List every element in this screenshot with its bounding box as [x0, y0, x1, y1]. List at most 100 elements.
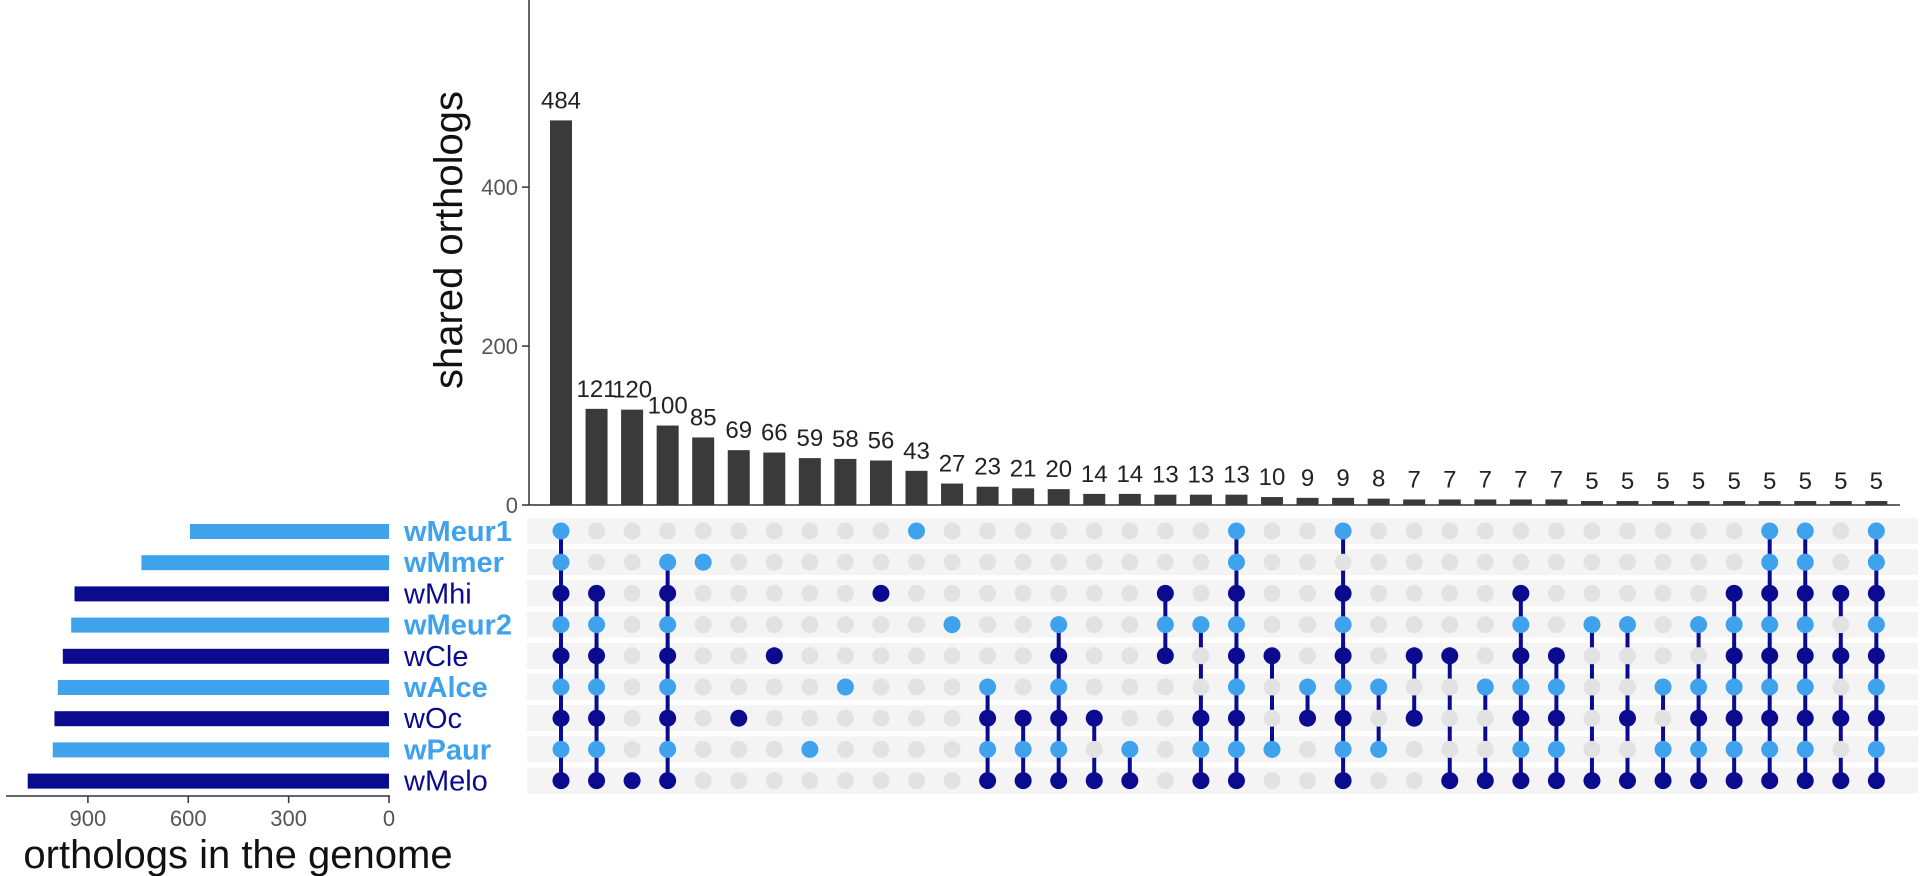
intersection-bar [585, 408, 608, 505]
matrix-dot-inactive [836, 709, 854, 727]
matrix-dot-active [1690, 709, 1708, 727]
matrix-dot-active [1334, 740, 1352, 758]
matrix-dot-inactive [1405, 616, 1423, 634]
matrix-dot-active [1299, 678, 1317, 696]
matrix-dot-active [1227, 584, 1245, 602]
matrix-dot-inactive [623, 740, 641, 758]
matrix-dot-active [1299, 709, 1317, 727]
intersection-value-label: 85 [690, 404, 717, 431]
matrix-dot-active [1405, 647, 1423, 665]
matrix-dot-active [623, 772, 641, 790]
matrix-dot-inactive [801, 647, 819, 665]
matrix-dot-inactive [1085, 522, 1103, 540]
matrix-dot-inactive [1014, 616, 1032, 634]
matrix-dot-inactive [730, 772, 748, 790]
matrix-dot-active [659, 740, 677, 758]
matrix-dot-active [1441, 772, 1459, 790]
matrix-dot-inactive [1263, 709, 1281, 727]
intersection-bar [1261, 497, 1283, 505]
matrix-dot-active [1192, 772, 1210, 790]
matrix-dot-inactive [623, 553, 641, 571]
matrix-dot-inactive [1583, 522, 1601, 540]
matrix-dot-active [1796, 678, 1814, 696]
intersection-value-label: 5 [1585, 468, 1598, 495]
matrix-dot-inactive [1050, 584, 1068, 602]
matrix-dot-active [1619, 709, 1636, 727]
set-size-bar-wOc [54, 711, 390, 727]
intersection-value-label: 5 [1692, 468, 1705, 495]
matrix-dot-active [943, 616, 961, 634]
matrix-dot-active [1263, 647, 1281, 665]
matrix-dot-inactive [1050, 522, 1068, 540]
matrix-dot-inactive [1583, 647, 1601, 665]
intersection-bar [1403, 499, 1426, 505]
matrix-dot-inactive [1085, 584, 1103, 602]
matrix-dot-active [1547, 740, 1565, 758]
intersection-value-label: 20 [1045, 456, 1072, 483]
intersection-value-label: 43 [903, 438, 930, 465]
matrix-dot-active [552, 616, 570, 634]
intersection-value-label: 13 [1188, 462, 1215, 489]
matrix-dot-active [979, 709, 997, 727]
intersection-bar [976, 486, 999, 505]
matrix-dot-active [552, 772, 570, 790]
matrix-dot-inactive [730, 740, 748, 758]
intersection-bar [1154, 494, 1177, 505]
intersection-bar [1758, 501, 1781, 505]
set-size-bar-wAlce [57, 680, 390, 695]
matrix-dot-inactive [1263, 584, 1281, 602]
matrix-dot-active [1547, 772, 1565, 790]
intersection-value-label: 69 [725, 417, 752, 444]
intersection-value-label: 58 [832, 426, 859, 453]
y-tick-label: 200 [481, 334, 518, 359]
matrix-dot-inactive [979, 522, 997, 540]
matrix-dot-inactive [1014, 678, 1032, 696]
matrix-row-band-wMelo [527, 767, 1918, 794]
set-size-axis: orthologs in the genome 900 600 300 0 [6, 795, 453, 876]
intersection-matrix [552, 522, 1885, 790]
matrix-dot-inactive [1370, 647, 1388, 665]
intersection-bar [1367, 498, 1390, 505]
matrix-dot-inactive [694, 772, 712, 790]
matrix-dot-inactive [1156, 678, 1174, 696]
intersection-bar [905, 470, 928, 505]
intersection-bar [1794, 501, 1817, 505]
matrix-row-bands [527, 518, 1918, 794]
matrix-dot-inactive [908, 678, 925, 696]
matrix-dot-active [1761, 522, 1779, 540]
matrix-dot-inactive [872, 678, 890, 696]
matrix-dot-inactive [1121, 678, 1139, 696]
matrix-dot-inactive [1583, 584, 1601, 602]
intersection-value-label: 10 [1259, 464, 1286, 491]
matrix-dot-active [552, 647, 570, 665]
matrix-dot-inactive [588, 522, 606, 540]
matrix-dot-inactive [1547, 553, 1565, 571]
set-label-wMmer: wMmer [403, 547, 504, 579]
set-label-wMhi: wMhi [403, 578, 472, 610]
matrix-dot-inactive [1654, 616, 1672, 634]
set-size-bar-wPaur [52, 742, 389, 758]
set-labels: wMeur1wMmerwMhiwMeur2wClewAlcewOcwPaurwM… [403, 516, 512, 798]
matrix-dot-active [1227, 553, 1245, 571]
matrix-dot-active [1512, 740, 1530, 758]
matrix-dot-inactive [1121, 553, 1139, 571]
matrix-dot-inactive [801, 678, 819, 696]
matrix-dot-inactive [1085, 616, 1103, 634]
matrix-dot-active [1619, 772, 1636, 790]
matrix-dot-inactive [694, 740, 712, 758]
matrix-dot-inactive [801, 553, 819, 571]
matrix-dot-inactive [623, 647, 641, 665]
matrix-dot-inactive [1299, 772, 1317, 790]
matrix-dot-active [552, 584, 570, 602]
matrix-dot-inactive [1299, 647, 1317, 665]
intersection-bar [834, 458, 857, 505]
intersection-bar [1438, 499, 1461, 505]
matrix-dot-active [1476, 678, 1494, 696]
matrix-dot-active [1512, 616, 1530, 634]
matrix-dot-active [1796, 772, 1814, 790]
matrix-dot-inactive [801, 709, 819, 727]
set-size-tick-label: 900 [70, 806, 107, 831]
matrix-dot-active [1192, 740, 1210, 758]
